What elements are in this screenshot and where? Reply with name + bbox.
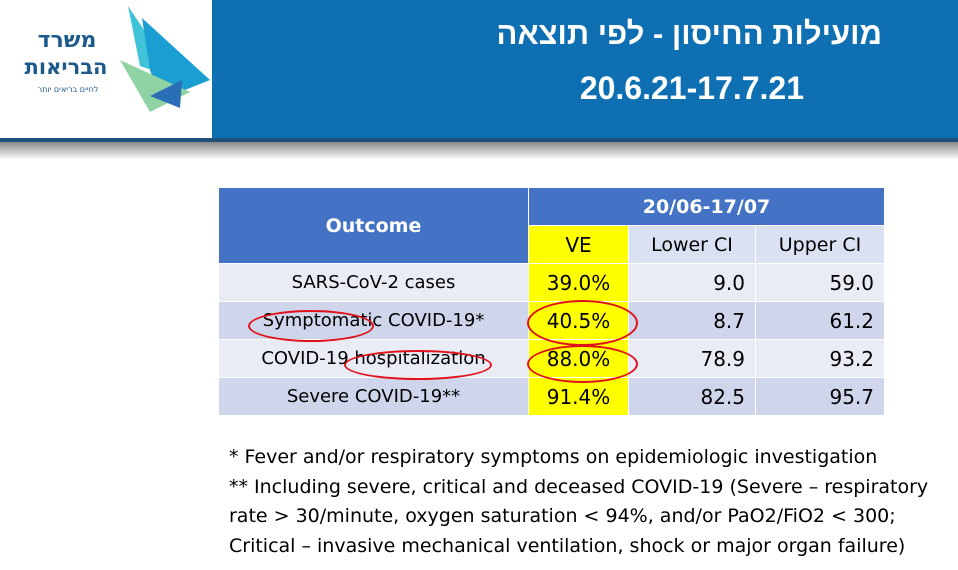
date-range: 20.6.21-17.7.21 — [579, 70, 804, 106]
column-header-lower-ci: Lower CI — [628, 225, 756, 264]
logo-text-line1: משרד — [37, 28, 97, 53]
column-header-upper-ci: Upper CI — [755, 225, 885, 264]
upper-ci-cell: 93.2 — [755, 339, 885, 378]
footnote-line: rate > 30/minute, oxygen saturation < 94… — [229, 505, 896, 527]
lower-ci-cell: 9.0 — [628, 263, 756, 302]
lower-ci-cell: 82.5 — [628, 377, 756, 416]
lower-ci-cell: 8.7 — [628, 301, 756, 340]
annotation-circle-ve-symptomatic — [527, 300, 638, 346]
logo-text-line2: הבריאות — [24, 55, 108, 79]
footnote-line: * Fever and/or respiratory symptoms on e… — [229, 446, 878, 468]
outcome-cell: SARS-CoV-2 cases — [218, 263, 529, 302]
upper-ci-cell: 61.2 — [755, 301, 885, 340]
period-header: 20/06-17/07 — [528, 187, 885, 226]
logo-shapes-icon — [120, 6, 210, 112]
outcome-header: Outcome — [218, 187, 529, 264]
logo-tagline: לחיים בריאים יותר — [37, 85, 99, 94]
ve-cell: 91.4% — [528, 377, 629, 416]
upper-ci-cell: 95.7 — [755, 377, 885, 416]
outcome-cell: Severe COVID-19** — [218, 377, 529, 416]
ministry-logo: משרד הבריאות לחיים בריאים יותר — [0, 0, 212, 138]
annotation-circle-hospitalization — [344, 350, 492, 380]
annotation-circle-symptomatic — [248, 310, 374, 342]
footnotes: * Fever and/or respiratory symptoms on e… — [229, 443, 955, 561]
vaccine-effectiveness-table: Outcome 20/06-17/07 VE Lower CI Upper CI… — [218, 187, 885, 416]
header-shadow — [0, 142, 958, 160]
footnote-line: ** Including severe, critical and deceas… — [229, 475, 929, 498]
upper-ci-cell: 59.0 — [755, 263, 885, 302]
lower-ci-cell: 78.9 — [628, 339, 756, 378]
table-row: SARS-CoV-2 cases 39.0% 9.0 59.0 — [218, 263, 885, 302]
annotation-circle-ve-hospitalization — [527, 345, 638, 383]
footnote-line: Critical – invasive mechanical ventilati… — [229, 534, 906, 557]
ve-cell: 39.0% — [528, 263, 629, 302]
table-row: Severe COVID-19** 91.4% 82.5 95.7 — [218, 377, 885, 416]
column-header-ve: VE — [528, 225, 629, 264]
page-title: מועילות החיסון - לפי תוצאה — [496, 16, 882, 51]
